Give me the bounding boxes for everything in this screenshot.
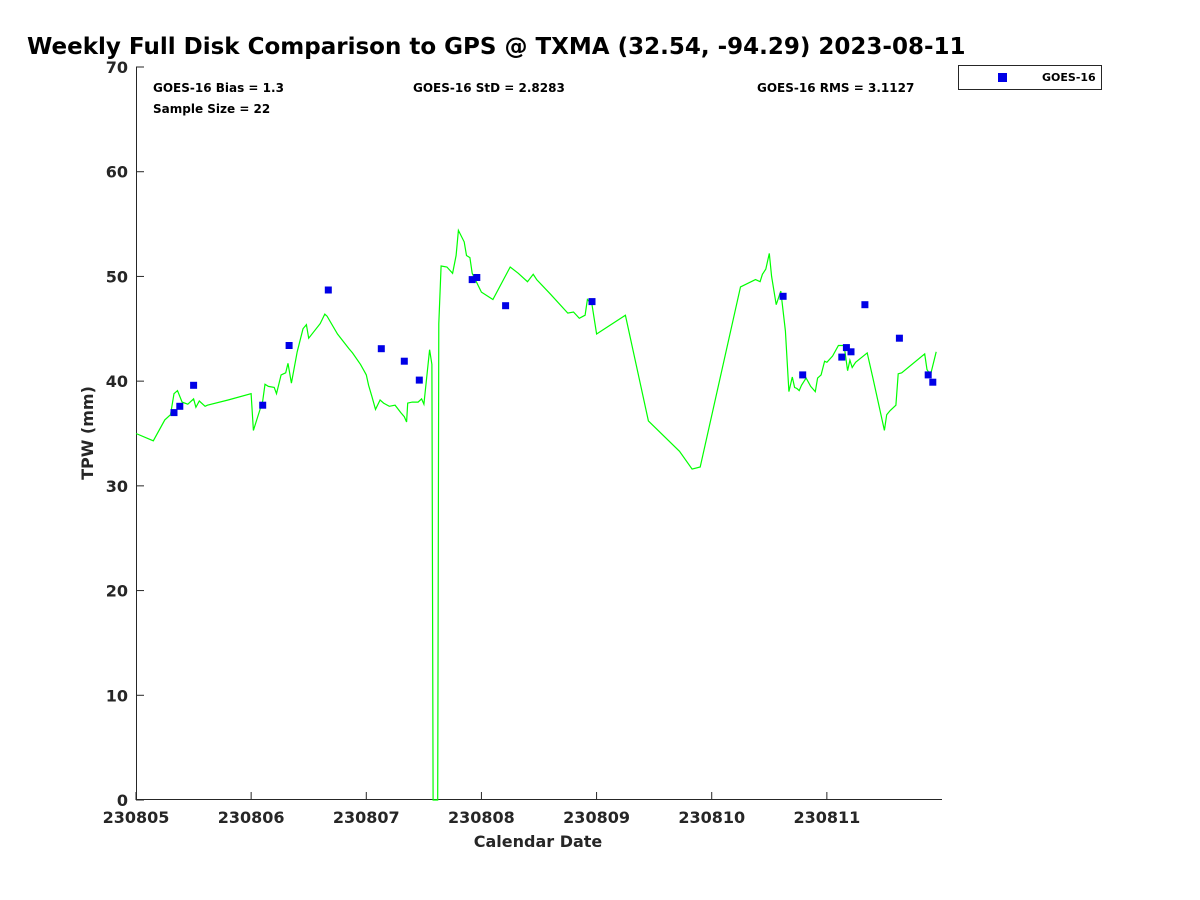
goes16-data-point bbox=[468, 276, 476, 284]
goes16-data-point bbox=[779, 292, 787, 300]
goes16-data-point bbox=[377, 345, 385, 353]
x-tick-label: 230809 bbox=[563, 808, 630, 827]
goes16-data-point bbox=[190, 381, 198, 389]
y-axis-label: TPW (mm) bbox=[78, 386, 97, 480]
stat-sample-size: Sample Size = 22 bbox=[153, 102, 270, 116]
x-tick-label: 230806 bbox=[218, 808, 285, 827]
goes16-data-point bbox=[861, 301, 869, 309]
goes16-data-point bbox=[473, 274, 481, 281]
legend-box bbox=[958, 65, 1102, 90]
legend-label-goes16: GOES-16 bbox=[1042, 71, 1096, 84]
x-tick-label: 230805 bbox=[103, 808, 170, 827]
stat-bias: GOES-16 Bias = 1.3 bbox=[153, 81, 284, 95]
goes16-data-point bbox=[842, 344, 850, 352]
goes16-data-point bbox=[176, 402, 184, 410]
legend-marker-goes16 bbox=[998, 73, 1007, 82]
chart-title: Weekly Full Disk Comparison to GPS @ TXM… bbox=[27, 34, 966, 60]
goes16-data-point bbox=[924, 371, 932, 379]
x-tick-label: 230807 bbox=[333, 808, 400, 827]
goes16-data-point bbox=[502, 302, 510, 310]
stat-std: GOES-16 StD = 2.8283 bbox=[413, 81, 565, 95]
y-tick-label: 40 bbox=[106, 372, 128, 391]
stat-rms: GOES-16 RMS = 3.1127 bbox=[757, 81, 914, 95]
goes16-data-point bbox=[895, 334, 903, 342]
gps-series-line bbox=[135, 228, 937, 801]
y-tick-label: 10 bbox=[106, 686, 128, 705]
x-tick-label: 230810 bbox=[678, 808, 745, 827]
goes16-data-point bbox=[838, 353, 846, 361]
goes16-data-point bbox=[588, 298, 596, 306]
goes16-data-point bbox=[324, 286, 332, 294]
goes16-data-point bbox=[170, 409, 178, 417]
stats-annotations: GOES-16 Bias = 1.3 Sample Size = 22 GOES… bbox=[153, 81, 914, 116]
plot-area: 0 10 20 30 40 50 60 70 230805 230806 230807 230808… bbox=[103, 58, 942, 827]
goes16-data-point bbox=[929, 378, 937, 386]
goes16-data-point bbox=[285, 342, 293, 349]
x-ticks: 230805 230806 230807 230808 230809 230810 2308… bbox=[103, 792, 860, 827]
y-tick-label: 0 bbox=[117, 791, 128, 810]
x-tick-label: 230808 bbox=[448, 808, 515, 827]
y-tick-label: 20 bbox=[106, 582, 128, 601]
y-tick-label: 60 bbox=[106, 163, 128, 182]
goes16-data-point bbox=[259, 401, 267, 409]
y-tick-label: 50 bbox=[106, 267, 128, 286]
goes16-data-point bbox=[847, 348, 855, 356]
goes16-data-point bbox=[400, 357, 408, 365]
y-ticks: 0 10 20 30 40 50 60 70 bbox=[106, 58, 144, 810]
x-axis-label: Calendar Date bbox=[474, 832, 603, 851]
y-tick-label: 30 bbox=[106, 477, 128, 496]
legend: GOES-16 bbox=[958, 65, 1102, 90]
x-tick-label: 230811 bbox=[793, 808, 860, 827]
series-layer bbox=[135, 228, 937, 801]
goes16-data-point bbox=[799, 371, 807, 379]
y-tick-label: 70 bbox=[106, 58, 128, 77]
goes16-data-point bbox=[415, 376, 423, 384]
